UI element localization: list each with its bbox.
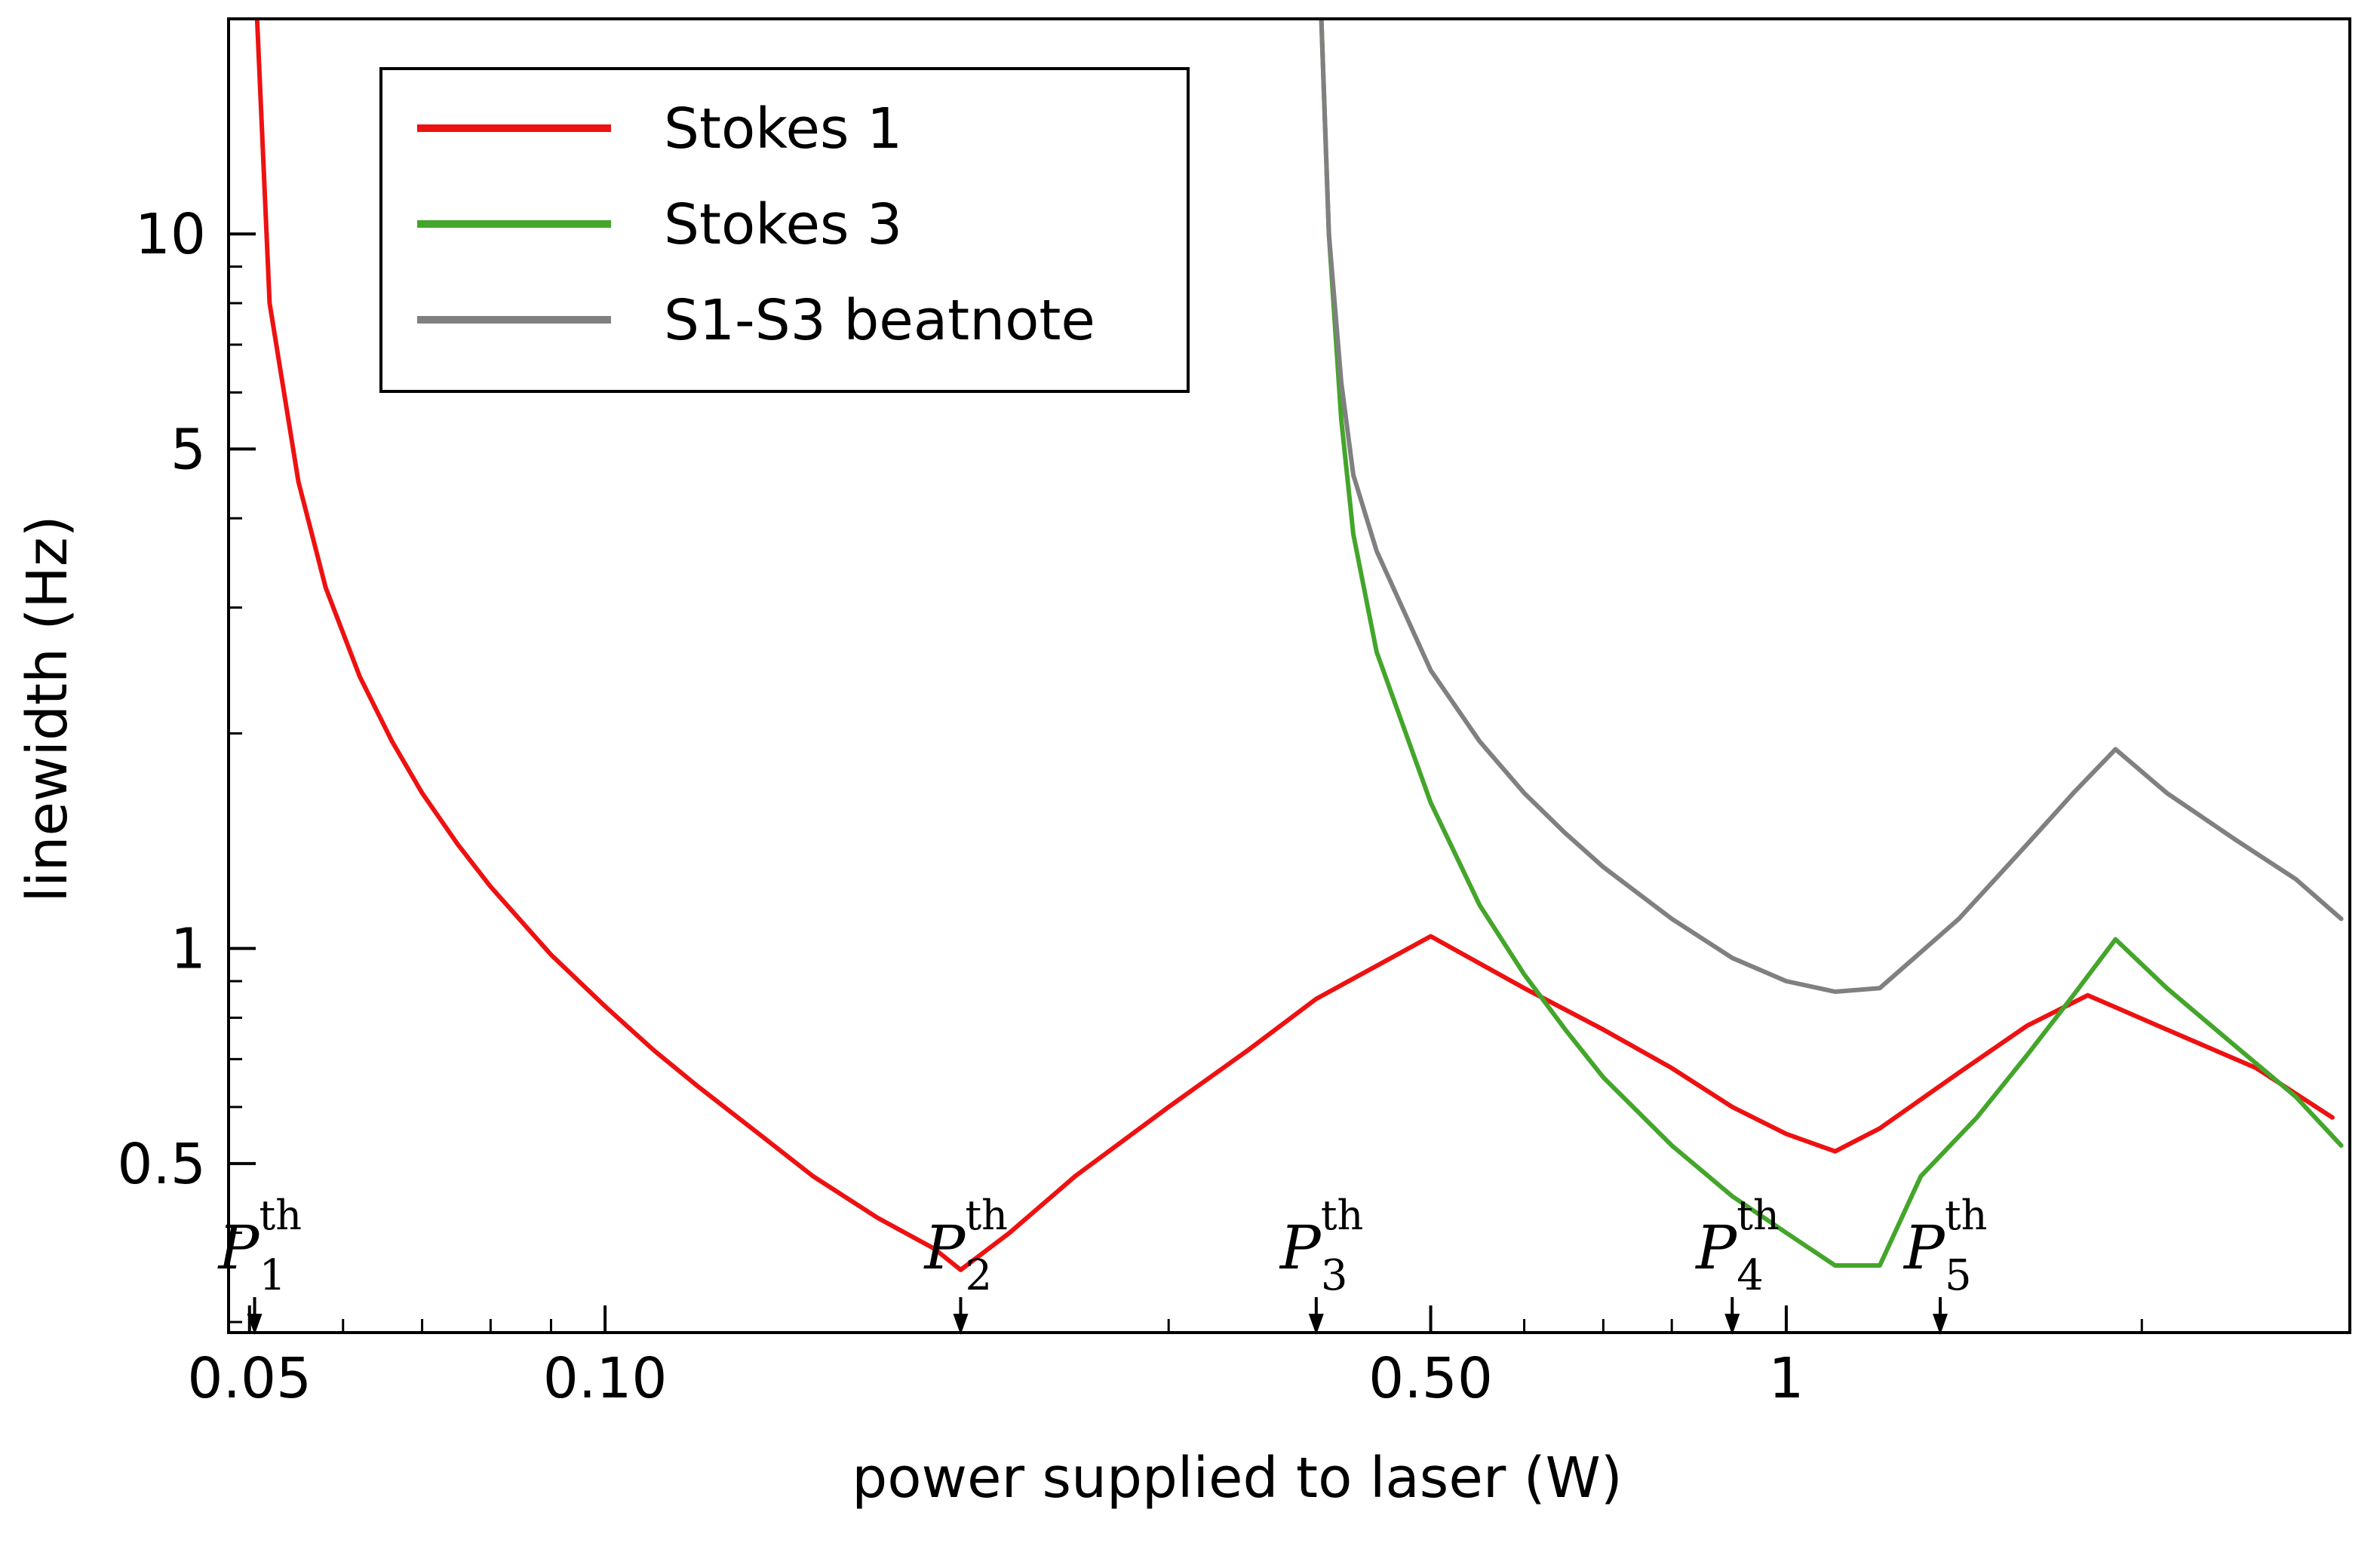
- threshold-arrow-head: [953, 1314, 969, 1335]
- legend-label-stokes-1: Stokes 1: [664, 97, 902, 161]
- legend: Stokes 1 Stokes 3 S1-S3 beatnote: [379, 67, 1190, 393]
- threshold-arrow-head: [1724, 1314, 1740, 1335]
- threshold-arrow-head: [247, 1314, 263, 1335]
- y-tick-label: 1: [170, 917, 206, 982]
- plot-frame: [227, 17, 2351, 1334]
- x-tick-label: 0.10: [543, 1346, 668, 1411]
- threshold-superscript: th: [1945, 1192, 1987, 1239]
- threshold-label: P: [923, 1213, 966, 1283]
- threshold-label: P: [217, 1213, 260, 1283]
- y-tick-label: 0.5: [117, 1132, 206, 1197]
- threshold-subscript: 2: [965, 1251, 992, 1300]
- y-axis-title: linewidth (Hz): [15, 515, 80, 902]
- threshold-subscript: 5: [1945, 1251, 1972, 1300]
- y-tick-label: 5: [170, 417, 206, 482]
- threshold-label: P: [1279, 1213, 1322, 1283]
- legend-label-stokes-3: Stokes 3: [664, 192, 902, 257]
- threshold-superscript: th: [965, 1192, 1007, 1239]
- legend-label-beatnote: S1-S3 beatnote: [664, 288, 1095, 353]
- threshold-subscript: 4: [1737, 1251, 1764, 1300]
- series-line-1: [254, 19, 2335, 1272]
- y-tick-label: 10: [135, 202, 206, 267]
- threshold-subscript: 3: [1321, 1251, 1348, 1300]
- threshold-arrow-head: [1308, 1314, 1324, 1335]
- threshold-superscript: th: [1737, 1192, 1779, 1239]
- x-axis-title: power supplied to laser (W): [852, 1446, 1622, 1511]
- threshold-superscript: th: [259, 1192, 302, 1239]
- x-tick-label: 0.50: [1368, 1346, 1493, 1411]
- x-tick-label: 1: [1768, 1346, 1804, 1411]
- threshold-subscript: 1: [259, 1251, 287, 1300]
- threshold-label: P: [1902, 1213, 1945, 1283]
- threshold-label: P: [1694, 1213, 1737, 1283]
- x-tick-label: 0.05: [187, 1346, 312, 1411]
- series-line-3: [1319, 19, 2344, 994]
- series-line-2: [1319, 19, 2344, 1268]
- legend-box: [379, 67, 1190, 393]
- threshold-superscript: th: [1321, 1192, 1363, 1239]
- threshold-arrow-head: [1932, 1314, 1948, 1335]
